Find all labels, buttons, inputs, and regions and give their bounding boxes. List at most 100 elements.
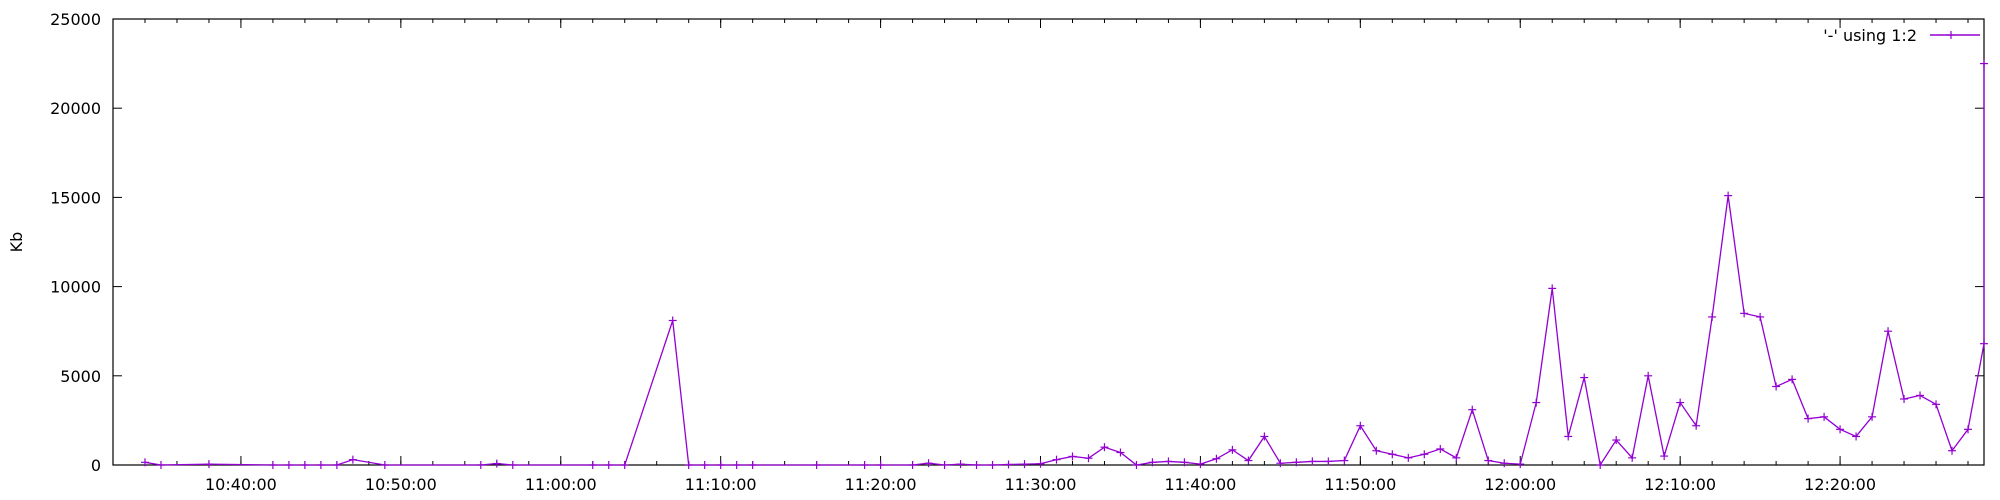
y-axis-ticks: 0 5000 10000 15000 20000 25000 <box>50 10 1984 475</box>
data-point <box>668 316 677 325</box>
data-point <box>1260 432 1269 441</box>
data-point <box>1772 382 1781 391</box>
data-point <box>1004 460 1013 469</box>
data-point <box>1980 339 1988 348</box>
x-tick-label: 11:40:00 <box>1164 475 1236 494</box>
data-point <box>1900 394 1909 403</box>
data-point <box>988 461 997 469</box>
data-point <box>1916 391 1925 400</box>
data-point <box>1532 398 1541 407</box>
data-point <box>156 461 165 469</box>
data-point <box>940 461 949 469</box>
data-point <box>604 461 613 469</box>
x-tick-label: 12:00:00 <box>1484 475 1556 494</box>
data-point <box>716 461 725 469</box>
data-point <box>1020 460 1029 469</box>
x-tick-label: 11:00:00 <box>525 475 597 494</box>
data-point <box>1740 309 1749 318</box>
data-point <box>1500 459 1509 468</box>
data-point <box>380 461 389 469</box>
data-point <box>1452 453 1461 462</box>
x-tick-label: 11:20:00 <box>845 475 917 494</box>
plot-frame <box>112 18 1985 466</box>
data-point <box>876 461 885 469</box>
legend-label: '-' using 1:2 <box>1823 26 1917 45</box>
data-point <box>1436 444 1445 453</box>
data-point <box>1676 398 1685 407</box>
data-point <box>1628 453 1637 462</box>
data-point <box>732 461 741 469</box>
y-tick-label: 20000 <box>50 99 101 118</box>
data-point <box>924 459 933 468</box>
data-point <box>620 461 629 469</box>
data-point <box>1484 456 1493 465</box>
data-point <box>1964 425 1973 434</box>
data-point <box>1596 461 1605 469</box>
data-point <box>1612 436 1621 445</box>
data-point <box>1724 191 1733 200</box>
data-point <box>300 461 309 469</box>
data-point <box>1980 59 1988 68</box>
data-point <box>812 461 821 469</box>
y-tick-label: 5000 <box>60 367 101 386</box>
data-point <box>1276 459 1285 468</box>
data-point <box>1580 373 1589 382</box>
data-point <box>1132 461 1141 469</box>
data-point <box>316 461 325 469</box>
data-point <box>1884 327 1893 336</box>
data-point <box>1660 452 1669 461</box>
series-line <box>144 63 1985 467</box>
data-point <box>1228 445 1237 454</box>
data-point <box>908 461 917 469</box>
data-point <box>1788 375 1797 384</box>
data-point <box>1388 450 1397 459</box>
data-point <box>1324 457 1333 466</box>
data-point <box>284 461 293 469</box>
data-point <box>1116 448 1125 457</box>
data-point <box>476 461 485 469</box>
series-group <box>140 59 1988 469</box>
data-point <box>492 459 501 468</box>
data-point <box>1820 412 1829 421</box>
data-point <box>1852 432 1861 441</box>
data-point <box>1692 421 1701 430</box>
x-tick-label: 10:50:00 <box>365 475 437 494</box>
data-point <box>1756 312 1765 321</box>
data-point <box>588 461 597 469</box>
data-point <box>1516 460 1525 469</box>
data-point <box>1068 452 1077 461</box>
data-point <box>1164 457 1173 466</box>
data-point <box>1836 425 1845 434</box>
y-axis-label: Kb <box>7 232 26 253</box>
data-point <box>1548 284 1557 293</box>
x-axis-ticks: 10:40:00 10:50:00 11:00:00 11:10:00 11:20:00… <box>112 19 1969 494</box>
data-point <box>1868 412 1877 421</box>
data-point <box>268 461 277 469</box>
data-point <box>1308 457 1317 466</box>
data-point <box>1036 459 1045 468</box>
x-tick-label: 11:10:00 <box>685 475 757 494</box>
data-point <box>1100 443 1109 452</box>
data-point <box>1564 432 1573 441</box>
y-tick-label: 0 <box>91 456 101 475</box>
data-point <box>1420 450 1429 459</box>
data-point <box>1052 455 1061 464</box>
data-point <box>1468 405 1477 414</box>
data-point <box>1932 400 1941 409</box>
data-point <box>700 461 709 469</box>
x-tick-label: 11:30:00 <box>1005 475 1077 494</box>
data-point <box>956 460 965 469</box>
x-tick-label: 12:10:00 <box>1644 475 1716 494</box>
data-point <box>1084 454 1093 463</box>
data-point <box>1340 456 1349 465</box>
data-point <box>204 460 213 469</box>
y-tick-label: 10000 <box>50 278 101 297</box>
data-point <box>508 461 517 469</box>
data-point <box>1948 446 1957 455</box>
data-point <box>1644 371 1653 380</box>
y-tick-label: 25000 <box>50 10 101 29</box>
data-point <box>1708 312 1717 321</box>
data-point <box>1292 458 1301 467</box>
x-tick-label: 11:50:00 <box>1324 475 1396 494</box>
